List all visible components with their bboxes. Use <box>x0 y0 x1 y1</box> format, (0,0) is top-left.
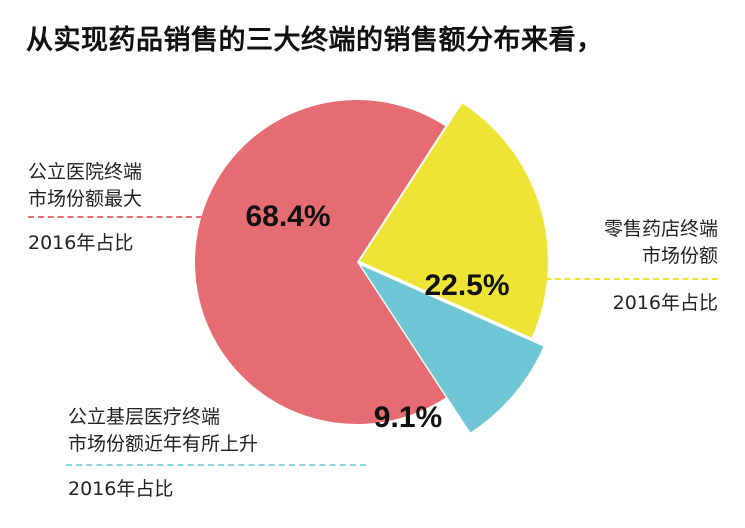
leader-line-hospital <box>28 216 202 218</box>
pie-slice-retail <box>359 103 548 338</box>
data-label-hospital: 68.4% <box>245 200 330 233</box>
annotation-hospital-year: 2016年占比 <box>28 232 134 254</box>
annotation-retail-line2: 市场份额 <box>641 245 718 267</box>
annotation-hospital-line2: 市场份额最大 <box>28 188 143 210</box>
pie-slice-primary <box>360 265 544 433</box>
data-label-primary: 9.1% <box>374 401 442 434</box>
annotation-retail-year: 2016年占比 <box>612 292 718 314</box>
annotation-primary-line1: 公立基层医疗终端 <box>68 406 221 428</box>
annotation-retail: 零售药店终端 市场份额 <box>604 216 718 270</box>
annotation-primary-line2: 市场份额近年有所上升 <box>68 433 259 455</box>
annotation-primary-year: 2016年占比 <box>68 478 174 500</box>
pie-slice-hospital <box>194 100 446 425</box>
leader-line-primary <box>66 464 366 466</box>
annotation-retail-line1: 零售药店终端 <box>603 218 718 240</box>
page-title: 从实现药品销售的三大终端的销售额分布来看， <box>26 25 604 56</box>
annotation-hospital-line1: 公立医院终端 <box>28 161 143 183</box>
annotation-hospital: 公立医院终端 市场份额最大 <box>28 159 142 213</box>
data-label-retail: 22.5% <box>424 269 509 302</box>
annotation-primary: 公立基层医疗终端 市场份额近年有所上升 <box>68 404 258 458</box>
leader-line-retail <box>545 278 718 280</box>
